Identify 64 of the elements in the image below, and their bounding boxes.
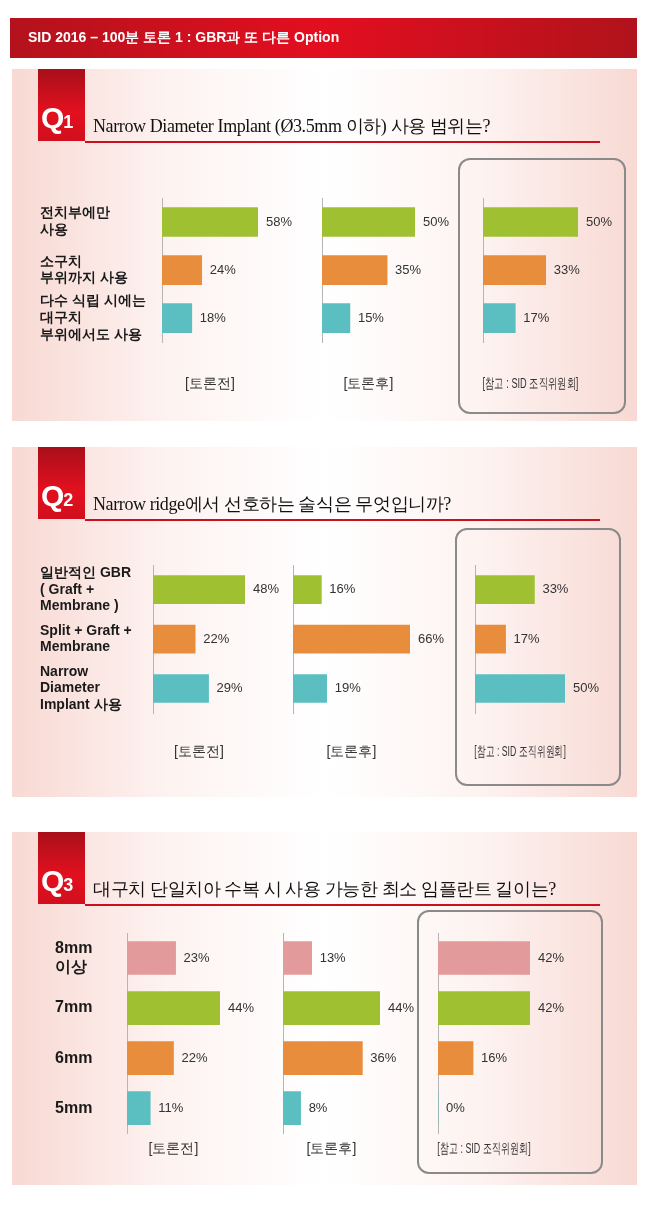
bar <box>283 1091 301 1126</box>
y-tick-label: 일반적인 GBR ( Graft + Membrane ) <box>40 563 131 614</box>
data-label: 44% <box>388 999 415 1015</box>
y-tick-label: 전치부에만 사용 <box>40 204 110 238</box>
y-tick-label: 7mm <box>55 998 93 1016</box>
y-tick-label: 소구치 부위까지 사용 <box>40 252 128 286</box>
x-axis-title: [참고 : SID 조직위원회] <box>437 1140 531 1156</box>
text: Q3 <box>41 864 73 897</box>
data-label: 11% <box>158 1099 184 1115</box>
data-label: 22% <box>181 1049 208 1065</box>
x-axis-title: [참고 : SID 조직위원회] <box>482 375 579 393</box>
y-tick-label: 6mm <box>55 1048 93 1066</box>
data-label: 44% <box>228 999 255 1015</box>
data-label: 42% <box>538 949 565 965</box>
bar <box>283 1041 363 1075</box>
y-tick-label: 5mm <box>55 1098 93 1116</box>
chart-subtitle: Narrow Diameter Implant (Ø3.5mm 이하) 사용 범위는? <box>93 115 491 138</box>
y-tick-label: Narrow Diameter Implant 사용 <box>40 662 122 713</box>
x-axis-title: [토론전] <box>148 1140 199 1157</box>
data-label: 15% <box>357 309 385 325</box>
chart-title: SID 2016 – 100분 토론 1 : GBR과 또 다른 Option <box>28 29 340 47</box>
data-label: 29% <box>216 680 244 696</box>
data-label: 19% <box>334 680 362 696</box>
x-axis-title: [토론후] <box>326 743 377 760</box>
x-axis-title: [토론후] <box>306 1140 357 1157</box>
bar <box>127 991 220 1025</box>
data-label: 42% <box>538 999 565 1015</box>
x-axis-title: [토론전] <box>174 743 224 760</box>
bar <box>127 1041 174 1075</box>
x-axis-title: [토론전] <box>185 375 235 392</box>
data-label: 58% <box>266 213 293 229</box>
chart-subtitle: Narrow ridge에서 선호하는 술식은 무엇입니까? <box>93 493 451 516</box>
data-label: 50% <box>423 213 450 229</box>
bar <box>283 941 312 975</box>
data-label: 17% <box>523 309 550 325</box>
text: Q1 <box>41 101 73 134</box>
data-label: 35% <box>395 261 422 277</box>
x-axis-title: [토론후] <box>343 375 394 392</box>
data-label: 66% <box>418 630 445 646</box>
text: 대구치 단일치아 수복 시 사용 가능한 최소 임플란트 길이는? <box>93 878 556 901</box>
data-label: 0% <box>446 1099 466 1115</box>
y-tick-label: Split + Graft + Membrane <box>40 621 132 655</box>
data-label: 8% <box>308 1099 328 1115</box>
data-label: 50% <box>586 213 613 229</box>
y-tick-label: 8mm 이상 <box>55 938 93 976</box>
text: Q2 <box>41 479 73 512</box>
data-label: 17% <box>513 630 541 646</box>
data-label: 50% <box>573 680 600 696</box>
data-label: 48% <box>253 581 280 597</box>
data-label: 33% <box>553 261 581 277</box>
bar <box>127 941 176 975</box>
data-label: 13% <box>319 949 347 965</box>
data-label: 33% <box>542 581 569 597</box>
data-label: 16% <box>481 1049 508 1065</box>
y-tick-label: 다수 식립 시에는 대구치 부위에서도 사용 <box>40 292 146 342</box>
data-label: 22% <box>203 630 230 646</box>
data-label: 23% <box>183 949 211 965</box>
data-label: 24% <box>209 261 237 277</box>
x-axis-title: [참고 : SID 조직위원회] <box>474 743 566 759</box>
bar <box>283 991 380 1025</box>
data-label: 36% <box>370 1049 397 1065</box>
data-label: 16% <box>329 581 356 597</box>
data-label: 18% <box>199 309 227 325</box>
bar <box>127 1091 151 1126</box>
